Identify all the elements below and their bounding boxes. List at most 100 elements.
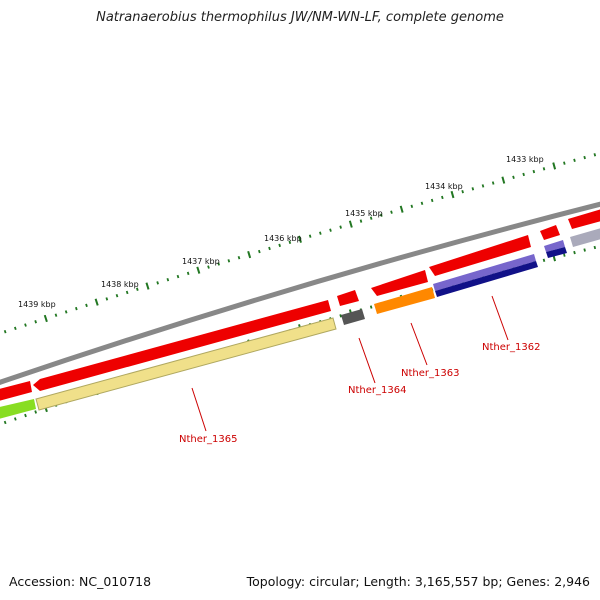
scale-tick <box>94 298 99 306</box>
gene-label-nther-1364: Nther_1364 <box>348 385 406 396</box>
scale-tick <box>176 274 180 279</box>
scale-tick <box>542 167 546 171</box>
cds-arrow <box>429 235 531 276</box>
scale-labels: 1433 kbp 1434 kbp 1435 kbp 1436 kbp 1437… <box>18 155 544 309</box>
accession-text: Accession: NC_010718 <box>9 574 152 589</box>
scale-tick <box>420 201 424 206</box>
gene-label-nther-1363: Nther_1363 <box>401 368 459 379</box>
scale-tick <box>166 277 170 282</box>
scale-tick <box>217 262 220 266</box>
scale-tick <box>532 169 536 174</box>
scale-tick <box>75 306 78 311</box>
scale-label-1438: 1438 kbp <box>101 280 139 289</box>
cog-block <box>570 228 600 247</box>
scale-tick <box>3 420 7 425</box>
scale-tick <box>298 235 302 243</box>
leader-nther-1365 <box>191 387 207 432</box>
scale-tick <box>399 205 404 213</box>
scale-tick <box>237 256 241 260</box>
scale-tick <box>288 240 292 245</box>
cds-arrow <box>0 381 32 401</box>
scale-label-1437: 1437 kbp <box>182 257 220 266</box>
scale-tick <box>563 161 566 165</box>
scale-tick <box>227 259 231 263</box>
scale-tick <box>156 281 159 285</box>
scale-tick <box>348 220 353 228</box>
scale-label-1439: 1439 kbp <box>18 300 56 309</box>
scale-tick <box>85 303 88 308</box>
scale-label-1434: 1434 kbp <box>425 182 463 191</box>
scale-tick <box>450 190 455 199</box>
scale-tick <box>593 153 597 157</box>
scale-tick <box>461 189 464 194</box>
scale-tick <box>14 326 17 331</box>
gene-label-nther-1362: Nther_1362 <box>482 342 540 353</box>
scale-tick <box>43 314 48 323</box>
cog-track <box>0 228 600 419</box>
scale-tick <box>207 265 210 269</box>
scale-tick <box>24 323 27 327</box>
scale-tick <box>583 248 586 252</box>
scale-tick <box>136 287 139 291</box>
scale-tick <box>491 181 495 185</box>
scale-tick <box>512 175 515 179</box>
scale-tick <box>145 282 150 290</box>
label-leaders <box>191 295 509 432</box>
leader-nther-1362 <box>491 295 509 341</box>
cog-block <box>341 309 365 325</box>
scale-tick <box>583 155 586 160</box>
cds-arrow <box>371 270 428 296</box>
scale-tick <box>258 249 261 254</box>
scale-tick <box>186 271 190 276</box>
leader-nther-1364 <box>358 337 376 384</box>
scale-tick <box>247 250 252 259</box>
scale-tick <box>369 305 373 309</box>
scale-tick <box>573 158 576 163</box>
scale-tick <box>34 320 37 324</box>
scale-tick <box>542 258 546 262</box>
scale-tick <box>593 245 597 250</box>
scale-tick <box>105 297 109 301</box>
scale-tick <box>319 231 322 235</box>
scale-tick <box>278 243 281 248</box>
scale-tick <box>410 204 414 208</box>
scale-tick <box>471 187 475 191</box>
scale-tick <box>3 329 7 334</box>
scale-label-1433: 1433 kbp <box>506 155 544 164</box>
scale-tick <box>196 266 201 274</box>
scale-tick <box>481 184 485 188</box>
cog-block <box>544 240 565 252</box>
scale-tick <box>329 228 332 232</box>
genome-summary-text: Topology: circular; Length: 3,165,557 bp… <box>246 574 590 589</box>
gene-labels: Nther_1362 Nther_1363 Nther_1364 Nther_1… <box>179 342 540 445</box>
cds-forward-track <box>0 209 600 401</box>
scale-tick <box>390 210 393 214</box>
backbone-ring <box>0 201 600 385</box>
cog-block <box>374 287 435 314</box>
scale-tick <box>34 410 38 414</box>
leader-nther-1363 <box>410 322 428 366</box>
scale-tick <box>552 162 557 170</box>
scale-tick <box>13 417 17 421</box>
cog-block <box>433 254 536 291</box>
scale-tick <box>522 172 525 177</box>
cog-block <box>35 317 337 411</box>
scale-tick <box>115 293 119 298</box>
scale-tick <box>339 314 342 318</box>
cds-arrow <box>33 300 331 391</box>
cds-arrow <box>540 225 560 240</box>
scale-tick <box>573 250 576 255</box>
scale-label-1435: 1435 kbp <box>345 209 383 218</box>
scale-tick <box>430 198 434 203</box>
cog-block <box>435 261 538 297</box>
cds-arrow <box>337 290 359 306</box>
scale-tick <box>24 413 27 418</box>
scale-tick <box>339 225 342 229</box>
gene-label-nther-1365: Nther_1365 <box>179 434 237 445</box>
scale-tick <box>441 195 444 200</box>
scale-tick <box>125 290 129 295</box>
scale-tick <box>359 219 363 223</box>
cog-block <box>0 399 36 419</box>
scale-tick <box>268 246 271 251</box>
